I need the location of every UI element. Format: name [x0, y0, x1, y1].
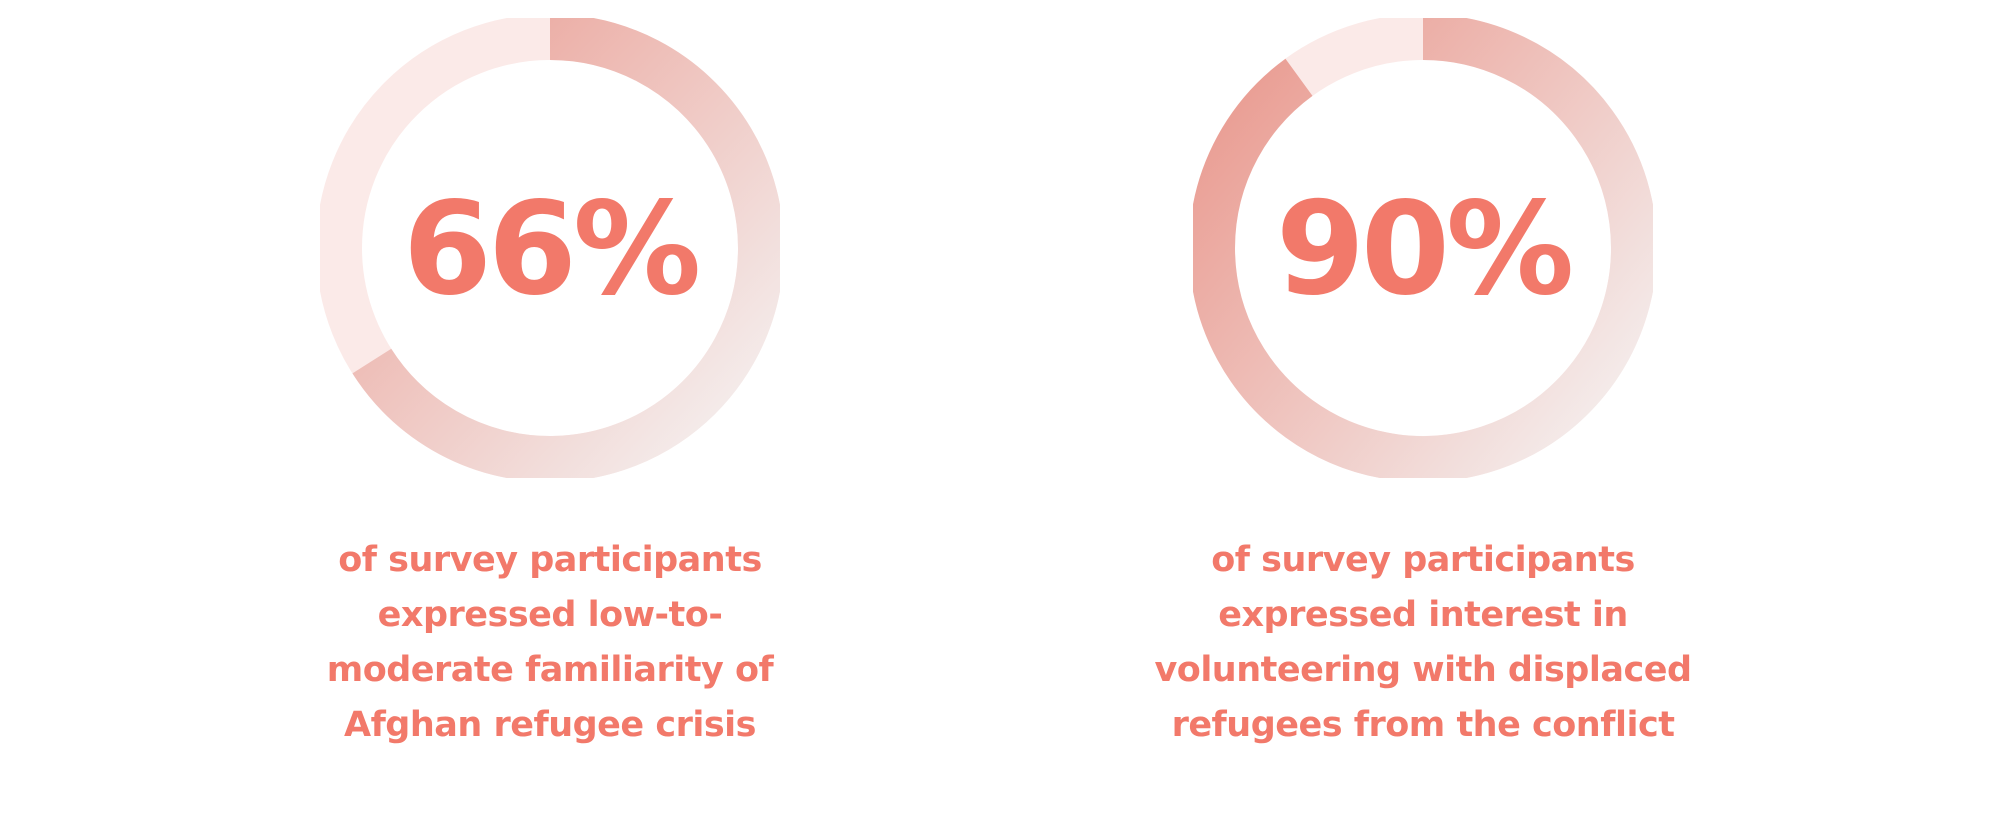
caption-line: volunteering with displaced — [1154, 650, 1692, 690]
caption-line: refugees from the conflict — [1171, 705, 1675, 745]
percentage-value: 90% — [1275, 175, 1574, 324]
donut-value-arc — [1193, 18, 1653, 478]
caption-line: expressed low-to- — [377, 595, 723, 635]
caption-line: of survey participants — [1211, 540, 1635, 580]
percentage-value: 66% — [402, 175, 701, 324]
caption-line: Afghan refugee crisis — [343, 705, 757, 745]
caption-line: of survey participants — [338, 540, 762, 580]
donut-chart-familiarity — [320, 18, 780, 478]
stat-caption: of survey participants expressed low-to-… — [200, 533, 900, 753]
caption-line: expressed interest in — [1218, 595, 1628, 635]
donut-value-arc — [352, 18, 780, 478]
stat-caption: of survey participants expressed interes… — [1073, 533, 1773, 753]
caption-line: moderate familiarity of — [326, 650, 774, 690]
donut-chart-volunteering — [1193, 18, 1653, 478]
